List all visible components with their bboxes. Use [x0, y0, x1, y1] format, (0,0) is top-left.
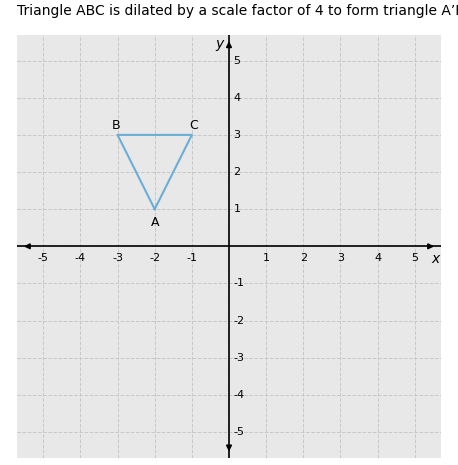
Text: -3: -3: [234, 353, 245, 363]
Text: B: B: [111, 119, 120, 132]
Text: 1: 1: [262, 253, 270, 263]
Text: -4: -4: [234, 390, 245, 400]
Text: -2: -2: [234, 316, 245, 326]
Text: 3: 3: [234, 130, 240, 140]
Text: -1: -1: [186, 253, 197, 263]
Text: Triangle ABC is dilated by a scale factor of 4 to form triangle A’B’C’.: Triangle ABC is dilated by a scale facto…: [17, 4, 458, 18]
Text: y: y: [216, 37, 224, 51]
Text: C: C: [189, 119, 198, 132]
Text: -5: -5: [234, 427, 245, 437]
Text: 1: 1: [234, 204, 240, 214]
Text: 4: 4: [234, 93, 240, 103]
Text: -2: -2: [149, 253, 160, 263]
Text: x: x: [431, 252, 439, 266]
Text: 5: 5: [234, 56, 240, 66]
Text: 4: 4: [374, 253, 381, 263]
Text: 2: 2: [300, 253, 307, 263]
Text: 3: 3: [337, 253, 344, 263]
Text: -1: -1: [234, 279, 245, 288]
Text: 5: 5: [411, 253, 418, 263]
Text: -4: -4: [75, 253, 86, 263]
Text: -3: -3: [112, 253, 123, 263]
Text: A: A: [151, 216, 159, 229]
Text: 2: 2: [234, 167, 240, 177]
Text: -5: -5: [38, 253, 49, 263]
